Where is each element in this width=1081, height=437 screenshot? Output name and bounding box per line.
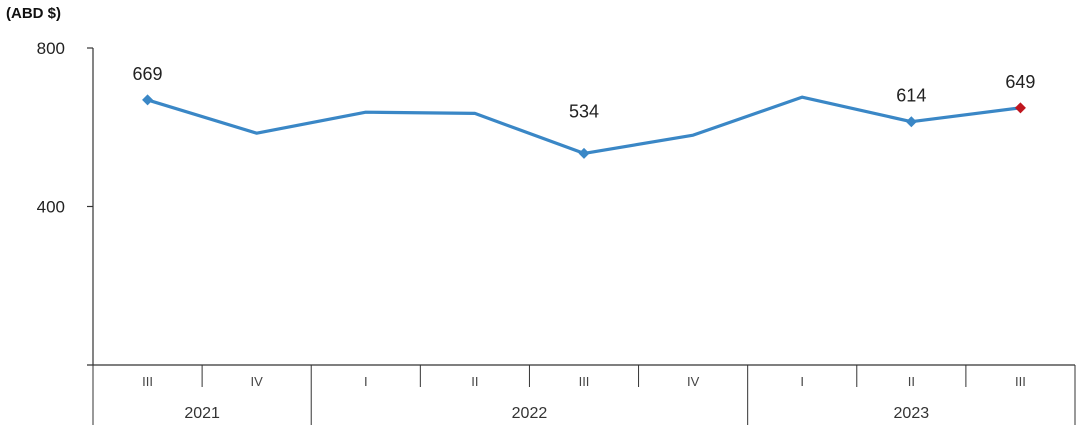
data-label: 534	[569, 101, 599, 121]
y-tick-label: 800	[37, 39, 65, 58]
data-label: 669	[133, 64, 163, 84]
y-tick-label: 400	[37, 198, 65, 217]
year-label: 2021	[184, 405, 220, 422]
series-group	[142, 94, 1026, 159]
year-label: 2023	[894, 405, 930, 422]
data-point-marker	[578, 147, 590, 159]
y-tick-labels: 400 800	[37, 39, 65, 217]
data-label: 649	[1005, 72, 1035, 92]
x-tick-label: IV	[251, 374, 264, 389]
data-label: 614	[896, 86, 926, 106]
x-tick-label: I	[364, 374, 368, 389]
x-tick-label: IV	[687, 374, 700, 389]
data-point-marker	[142, 94, 154, 106]
data-point-marker	[905, 116, 917, 128]
data-labels: 669 534 614 649	[133, 64, 1036, 121]
x-tick-label: III	[142, 374, 153, 389]
x-tick-label: III	[579, 374, 590, 389]
data-point-marker	[1014, 102, 1026, 114]
unit-label: (ABD $)	[6, 5, 61, 22]
x-tick-label: I	[800, 374, 804, 389]
x-tick-label: II	[471, 374, 478, 389]
year-label: 2022	[512, 405, 548, 422]
axes	[87, 47, 1076, 425]
x-tick-label: III	[1015, 374, 1026, 389]
x-tick-label: II	[908, 374, 915, 389]
